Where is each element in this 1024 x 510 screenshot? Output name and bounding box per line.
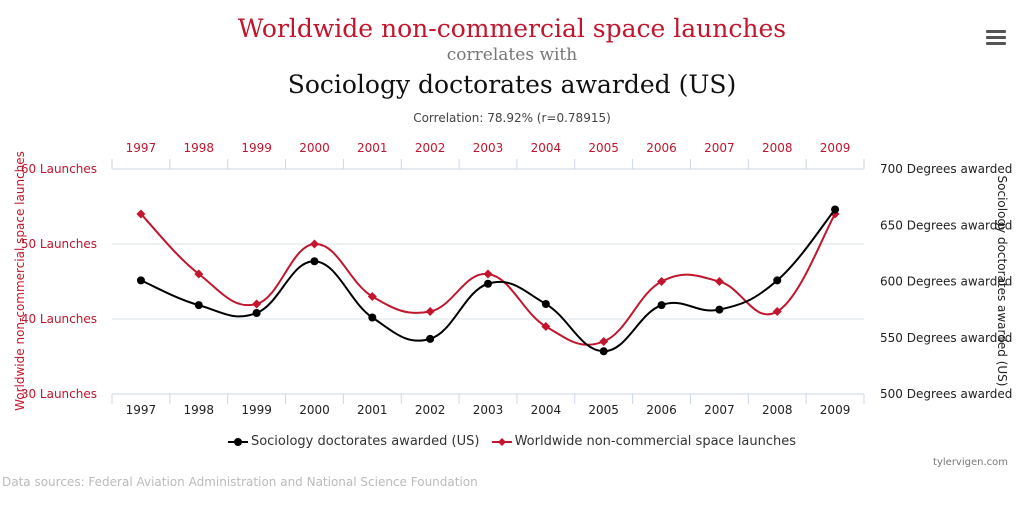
data-point-doctorates	[252, 309, 261, 317]
hamburger-menu-icon[interactable]	[986, 30, 1006, 46]
data-point-doctorates	[599, 347, 608, 356]
chart-legend: Sociology doctorates awarded (US) Worldw…	[0, 434, 1024, 452]
top-x-tick-label: 2000	[299, 141, 330, 155]
legend-label-doctorates: Sociology doctorates awarded (US)	[250, 434, 480, 449]
chart-connector-text: correlates with	[446, 45, 578, 65]
top-x-tick-label: 2008	[762, 141, 793, 155]
data-point-launches	[599, 337, 609, 346]
right-y-tick-label: 700 Degrees awarded	[880, 162, 1012, 176]
bottom-x-tick-label: 2005	[588, 403, 619, 417]
data-point-doctorates	[136, 276, 145, 285]
data-point-launches	[657, 277, 667, 286]
data-point-doctorates	[484, 279, 492, 288]
credit-link[interactable]: tylervigen.com	[933, 457, 1008, 468]
bottom-x-tick-label: 2008	[762, 403, 793, 417]
left-y-tick-label: 40 Launches	[21, 312, 97, 326]
top-x-tick-label: 2002	[415, 141, 446, 155]
top-x-tick-label: 2006	[646, 141, 677, 155]
bottom-x-tick-label: 2001	[357, 403, 388, 417]
legend-symbol-doctorates	[227, 436, 248, 448]
data-point-launches	[541, 322, 551, 331]
left-axis-title: Worldwide non-commercial space launches	[13, 151, 27, 411]
bottom-x-tick-label: 2009	[820, 403, 851, 417]
chart-title-primary: Worldwide non-commercial space launches	[237, 14, 787, 43]
legend-symbol-launches	[491, 436, 512, 448]
right-axis-title: Sociology doctorates awarded (US)	[995, 176, 1009, 387]
menu-bar	[986, 36, 1006, 39]
data-point-launches	[425, 307, 435, 316]
data-point-doctorates	[194, 301, 203, 310]
data-point-doctorates	[310, 257, 319, 266]
right-y-tick-label: 550 Degrees awarded	[880, 331, 1012, 345]
left-y-tick-label: 30 Launches	[21, 387, 97, 401]
right-y-tick-label: 650 Degrees awarded	[880, 218, 1012, 232]
data-point-launches	[136, 209, 146, 219]
data-point-launches	[714, 277, 724, 286]
data-point-launches	[252, 299, 262, 309]
data-point-launches	[309, 239, 319, 249]
data-point-launches	[483, 269, 493, 279]
bottom-x-tick-label: 2006	[646, 403, 677, 417]
top-x-tick-label: 2001	[357, 141, 388, 155]
data-point-doctorates	[426, 334, 435, 343]
top-x-tick-label: 1998	[183, 141, 214, 155]
data-point-launches	[194, 269, 204, 279]
top-x-tick-label: 1999	[241, 141, 272, 155]
bottom-x-tick-label: 1999	[241, 403, 272, 417]
menu-bar	[986, 42, 1006, 45]
right-y-tick-label: 600 Degrees awarded	[880, 275, 1012, 289]
menu-bar	[986, 30, 1006, 33]
left-y-tick-label: 60 Launches	[21, 162, 97, 176]
legend-item-doctorates[interactable]: Sociology doctorates awarded (US)	[227, 434, 480, 449]
bottom-x-tick-label: 2004	[531, 403, 562, 417]
bottom-x-tick-label: 2000	[299, 403, 330, 417]
top-x-tick-label: 2004	[531, 141, 562, 155]
data-point-doctorates	[368, 313, 377, 322]
data-point-launches	[772, 307, 782, 316]
legend-label-launches: Worldwide non-commercial space launches	[514, 434, 797, 449]
top-x-tick-label: 1997	[126, 141, 157, 155]
correlation-text: Correlation: 78.92% (r=0.78915)	[413, 111, 611, 125]
data-point-doctorates	[541, 300, 550, 308]
left-y-tick-label: 50 Launches	[21, 237, 97, 251]
top-x-tick-label: 2009	[820, 141, 851, 155]
right-y-tick-label: 500 Degrees awarded	[880, 387, 1012, 401]
bottom-x-tick-label: 1998	[183, 403, 214, 417]
chart-area: 1997 1997 1998 1998 1999 1999 2000 2000 2001 2001…	[13, 141, 1012, 417]
top-x-tick-label: 2003	[473, 141, 504, 155]
top-x-tick-label: 2005	[588, 141, 619, 155]
data-point-doctorates	[773, 276, 782, 285]
legend-item-launches[interactable]: Worldwide non-commercial space launches	[491, 434, 797, 449]
bottom-x-tick-label: 1997	[126, 403, 157, 417]
chart-title-secondary: Sociology doctorates awarded (US)	[287, 70, 737, 99]
data-point-launches	[367, 292, 377, 301]
bottom-x-tick-label: 2003	[473, 403, 504, 417]
data-point-doctorates	[831, 205, 840, 214]
data-sources-note: Data sources: Federal Aviation Administr…	[2, 475, 478, 489]
data-point-doctorates	[715, 305, 724, 314]
top-x-tick-label: 2007	[704, 141, 735, 155]
bottom-x-tick-label: 2007	[704, 403, 735, 417]
series-line-launches	[140, 213, 836, 346]
data-point-doctorates	[657, 301, 666, 310]
bottom-x-tick-label: 2002	[415, 403, 446, 417]
